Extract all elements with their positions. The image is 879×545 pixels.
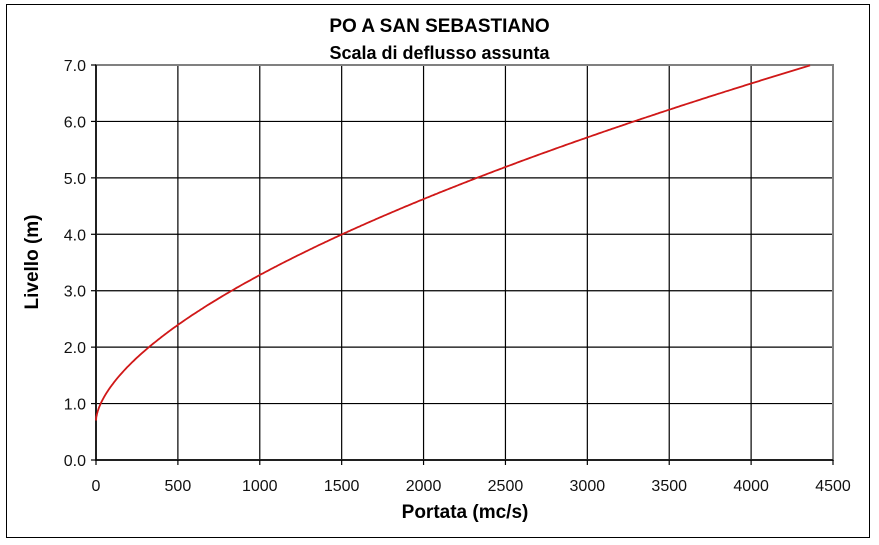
y-tick-label: 6.0	[64, 114, 86, 131]
y-axis-ticks: 0.0 1.0 2.0 3.0 4.0 5.0 6.0 7.0	[64, 58, 96, 470]
x-tick-label: 3000	[570, 478, 606, 495]
y-tick-label: 0.0	[64, 453, 86, 470]
chart-subtitle: Scala di deflusso assunta	[329, 43, 550, 63]
y-tick-label: 4.0	[64, 227, 86, 244]
x-tick-label: 0	[92, 478, 101, 495]
x-tick-label: 2500	[488, 478, 524, 495]
axes	[95, 65, 833, 461]
x-tick-label: 2000	[406, 478, 442, 495]
y-tick-label: 3.0	[64, 284, 86, 301]
y-axis-label: Livello (m)	[22, 214, 43, 309]
y-tick-label: 1.0	[64, 397, 86, 414]
x-axis-label: Portata (mc/s)	[402, 502, 529, 523]
y-tick-label: 5.0	[64, 171, 86, 188]
chart-frame	[6, 4, 870, 538]
x-tick-label: 4000	[733, 478, 769, 495]
x-tick-label: 1500	[324, 478, 360, 495]
x-axis-ticks: 0 500 1000 1500 2000 2500 3000 3500 4000 4500	[92, 460, 851, 495]
grid-lines	[96, 65, 833, 460]
plot-area	[95, 64, 834, 461]
rating-curve-line	[95, 64, 811, 421]
x-tick-label: 1000	[242, 478, 278, 495]
chart-title: PO A SAN SEBASTIANO	[329, 16, 550, 37]
y-tick-label: 2.0	[64, 340, 86, 357]
x-tick-label: 500	[165, 478, 192, 495]
y-tick-label: 7.0	[64, 58, 86, 75]
x-tick-label: 3500	[651, 478, 687, 495]
x-tick-label: 4500	[815, 478, 851, 495]
